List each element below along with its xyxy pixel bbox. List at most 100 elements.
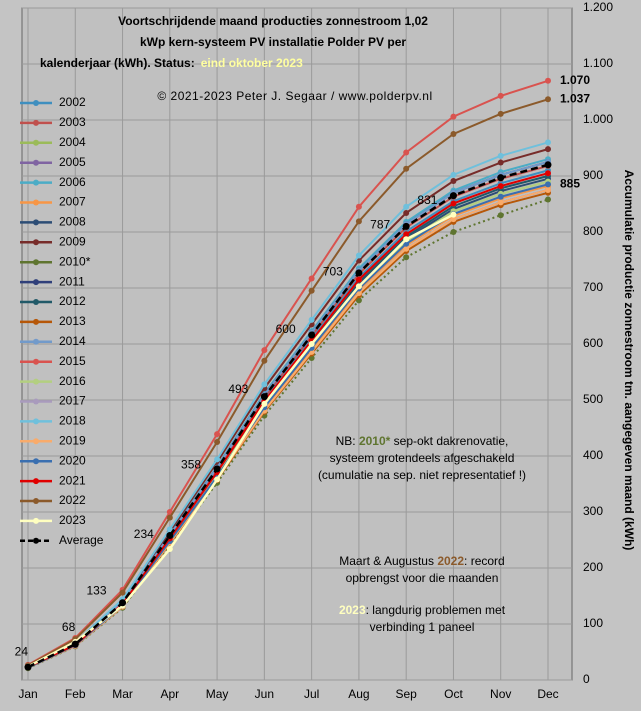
annotation-part: (cumulatie na sep. niet representatief !… — [318, 468, 526, 482]
y-tick-label: 1.200 — [583, 0, 613, 14]
series-marker — [497, 174, 505, 182]
series-marker — [71, 640, 79, 648]
x-tick-label: Jul — [304, 687, 319, 701]
series-marker — [308, 331, 316, 339]
legend-marker — [33, 418, 39, 425]
y-tick-label: 0 — [583, 672, 590, 686]
legend-marker — [33, 498, 39, 504]
legend-marker — [33, 318, 39, 325]
series-marker — [214, 431, 221, 438]
annotation-part: verbinding 1 paneel — [370, 620, 475, 634]
annotation-part: systeem grotendeels afgeschakeld — [330, 451, 515, 465]
legend-label: 2008 — [59, 215, 86, 229]
legend-label: 2022 — [59, 493, 86, 507]
series-marker — [545, 187, 551, 193]
end-label: 885 — [560, 177, 580, 191]
legend-label: 2021 — [59, 473, 86, 487]
series-marker — [497, 110, 504, 117]
legend-label: 2023 — [59, 513, 86, 527]
legend-marker — [33, 239, 39, 246]
series-marker — [403, 203, 410, 210]
annotation-part: : langdurig problemen met — [366, 603, 506, 617]
series-marker — [214, 476, 221, 483]
annotation-part: opbrengst voor die maanden — [346, 571, 499, 585]
series-line — [27, 198, 549, 670]
series-marker — [214, 456, 221, 463]
legend-marker — [33, 517, 39, 524]
end-label: 1.037 — [560, 91, 590, 105]
series-marker — [261, 381, 268, 388]
chart-title: Voortschrijdende maand producties zonnes… — [118, 14, 428, 28]
legend-label: 2011 — [59, 274, 85, 288]
legend-label: 2003 — [59, 115, 86, 129]
y-tick-label: 1.100 — [583, 56, 613, 70]
y-tick-label: 300 — [583, 504, 603, 518]
annotation-part: : record — [464, 554, 505, 568]
series-marker — [545, 96, 551, 103]
series-marker — [544, 161, 552, 169]
x-tick-label: Jan — [18, 687, 37, 701]
y-tick-label: 600 — [583, 336, 603, 350]
legend-label: 2012 — [59, 294, 86, 308]
data-label: 358 — [181, 458, 201, 472]
x-tick-label: Aug — [348, 687, 369, 701]
series-marker — [403, 254, 410, 261]
series-marker — [403, 149, 410, 156]
annotation-part: 2022 — [437, 554, 464, 568]
series-marker — [355, 218, 362, 225]
y-tick-label: 100 — [583, 616, 603, 630]
annotation: NB: 2010* sep-okt dakrenovatie, — [336, 434, 509, 448]
series-marker — [355, 269, 363, 277]
series-marker — [355, 252, 362, 259]
series-marker — [402, 222, 410, 230]
x-tick-label: Sep — [396, 687, 418, 701]
legend-label: 2004 — [59, 135, 86, 149]
y-tick-label: 200 — [583, 560, 603, 574]
legend-marker — [33, 537, 39, 544]
legend-marker — [33, 219, 39, 226]
annotation-part: NB: — [336, 434, 359, 448]
series-line — [27, 141, 549, 668]
end-label: 1.070 — [560, 73, 590, 87]
series-marker — [450, 229, 457, 235]
x-tick-label: Oct — [444, 687, 463, 701]
legend-marker — [33, 299, 39, 305]
annotation-part: Maart & Augustus — [339, 554, 437, 568]
series-marker — [497, 92, 504, 99]
x-tick-label: Feb — [65, 687, 86, 701]
chart-title: kalenderjaar (kWh). Status: eind oktober … — [40, 56, 303, 70]
legend-marker — [33, 119, 39, 126]
x-tick-label: Nov — [490, 687, 511, 701]
series-marker — [308, 275, 315, 282]
series-marker — [497, 183, 504, 190]
series-marker — [166, 514, 173, 521]
series-marker — [497, 152, 504, 159]
series-marker — [450, 200, 457, 207]
annotation: opbrengst voor die maanden — [346, 571, 499, 585]
legend-label: 2017 — [59, 394, 86, 408]
series-marker — [545, 146, 551, 153]
series-line — [27, 79, 549, 666]
series-marker — [403, 236, 410, 243]
legend-label: 2007 — [59, 195, 86, 209]
series-line — [27, 98, 549, 667]
legend-marker — [33, 458, 39, 465]
series-marker — [545, 139, 551, 146]
series-marker — [545, 77, 551, 84]
legend-marker — [33, 438, 39, 445]
series-marker — [545, 170, 551, 177]
data-label: 24 — [15, 645, 29, 659]
y-tick-label: 400 — [583, 448, 603, 462]
annotation: systeem grotendeels afgeschakeld — [330, 451, 515, 465]
x-tick-label: Dec — [537, 687, 558, 701]
legend-marker — [33, 279, 39, 286]
legend-label: Average — [59, 533, 104, 547]
chart-title: kWp kern-systeem PV installatie Polder P… — [140, 35, 406, 49]
series-marker — [450, 178, 457, 185]
x-tick-label: Jun — [255, 687, 274, 701]
series-marker — [403, 231, 410, 238]
legend-marker — [33, 100, 39, 106]
legend-label: 2014 — [59, 334, 86, 348]
data-label: 787 — [370, 217, 390, 231]
series-marker — [261, 357, 268, 364]
